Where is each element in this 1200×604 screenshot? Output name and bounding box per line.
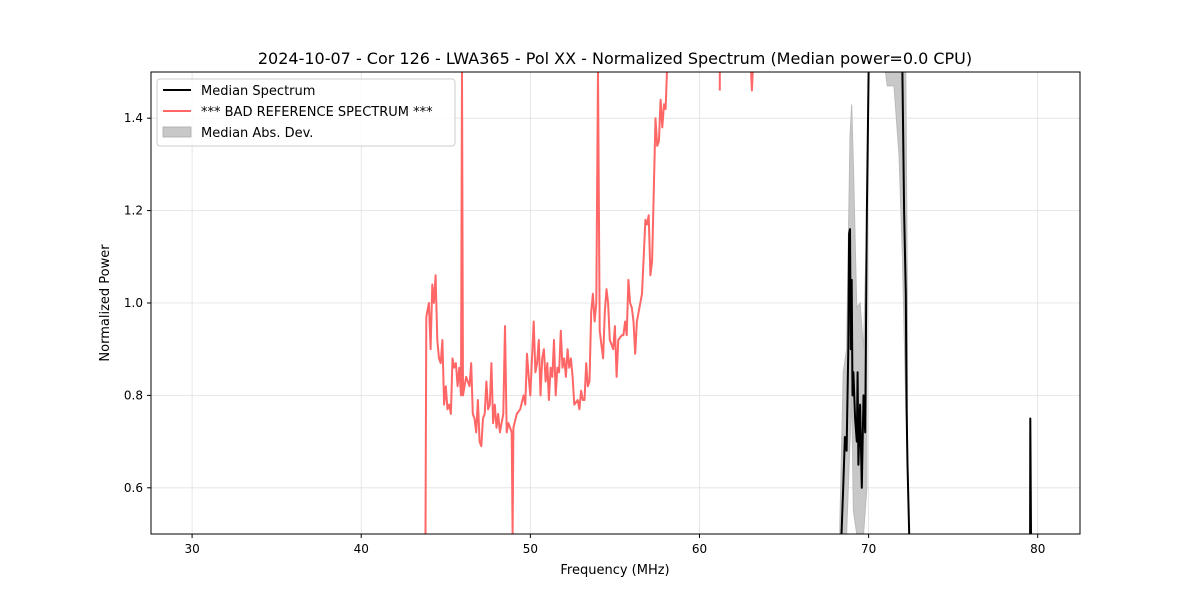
x-tick-label: 30 — [184, 542, 199, 556]
legend-box — [156, 78, 456, 147]
x-tick-label: 70 — [861, 542, 876, 556]
y-tick-label: 0.6 — [124, 481, 143, 495]
y-tick-label: 1.4 — [124, 111, 143, 125]
legend-label-mad: Median Abs. Dev. — [201, 126, 313, 141]
legend: Median Spectrum *** BAD REFERENCE SPECTR… — [156, 78, 456, 147]
reference-spectrum-line — [424, 72, 754, 534]
y-axis-label: Normalized Power — [98, 244, 113, 362]
series-lines — [424, 72, 1032, 534]
legend-label-median: Median Spectrum — [201, 84, 315, 99]
chart-title: 2024-10-07 - Cor 126 - LWA365 - Pol XX -… — [258, 49, 972, 68]
y-tick-label: 1.0 — [124, 296, 143, 310]
x-tick-label: 60 — [692, 542, 707, 556]
median-spectrum-line — [840, 72, 1032, 534]
axis-ticks: 30 40 50 60 70 80 0.6 0.8 1.0 1.2 1.4 — [124, 111, 1045, 556]
grid — [151, 72, 1080, 534]
y-tick-label: 0.8 — [124, 388, 143, 402]
y-tick-label: 1.2 — [124, 204, 143, 218]
x-tick-label: 40 — [354, 542, 369, 556]
legend-swatch-mad — [162, 126, 192, 138]
mad-band — [885, 72, 908, 442]
x-tick-label: 80 — [1030, 542, 1045, 556]
x-tick-label: 50 — [523, 542, 538, 556]
x-axis-label: Frequency (MHz) — [560, 563, 669, 578]
legend-label-reference: *** BAD REFERENCE SPECTRUM *** — [201, 105, 433, 120]
